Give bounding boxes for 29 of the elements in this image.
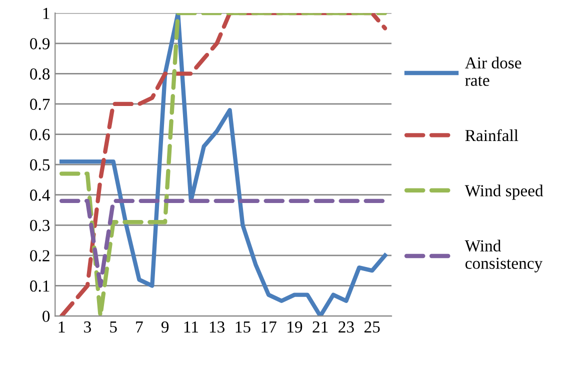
- x-tick-label: 7: [136, 322, 143, 332]
- x-tick-label: 17: [262, 321, 276, 332]
- x-tick-label: 3: [84, 321, 91, 333]
- x-tick-label: 15: [236, 321, 250, 333]
- y-tick-label: 0.9: [30, 38, 50, 50]
- x-tick-label: 23: [338, 321, 354, 333]
- y-tick-label: 0.5: [30, 159, 50, 171]
- x-tick-label: 9: [161, 321, 169, 333]
- legend-label: Air dose rate: [464, 56, 522, 86]
- y-tick-label: 0.2: [30, 250, 50, 262]
- legend-label: Wind consistency: [464, 240, 543, 272]
- legend-label: Rainfall: [465, 129, 518, 142]
- y-tick-label: 0.1: [30, 280, 50, 292]
- y-tick-label: 1: [43, 8, 50, 19]
- x-tick-label: 5: [110, 322, 117, 333]
- legend-label: Wind speed: [464, 184, 544, 200]
- y-tick-label: 0.6: [30, 128, 50, 140]
- x-tick-label: 19: [288, 321, 302, 333]
- y-tick-label: 0.4: [30, 190, 50, 201]
- x-tick-label: 1: [58, 321, 65, 332]
- x-tick-label: 11: [184, 321, 198, 332]
- x-tick-label: 25: [364, 321, 380, 333]
- y-tick-label: 0.8: [30, 68, 50, 80]
- x-tick-label: 13: [210, 321, 225, 333]
- line-series: [59, 13, 388, 316]
- y-tick-label: 0.3: [30, 220, 50, 232]
- y-tick-label: 0: [42, 310, 50, 322]
- y-tick-label: 0.7: [30, 98, 50, 110]
- x-tick-label: 21: [312, 321, 328, 332]
